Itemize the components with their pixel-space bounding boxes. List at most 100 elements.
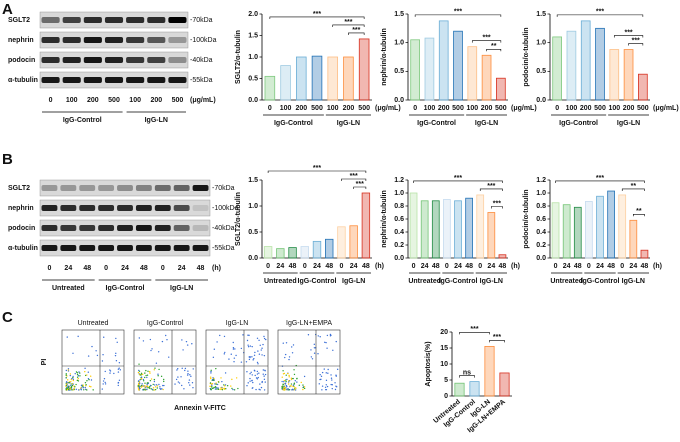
sig-label: *** — [350, 173, 358, 180]
flow-dot — [65, 369, 68, 372]
group-label: IgG-Control — [417, 120, 456, 127]
flow-dot — [150, 388, 152, 390]
flow-dot — [247, 344, 249, 346]
flow-dot — [72, 378, 75, 381]
flow-dot — [211, 378, 214, 381]
blot-band — [147, 57, 166, 63]
lane-label: 24 — [178, 265, 186, 272]
flow-dot — [65, 389, 68, 391]
flow-dot — [217, 387, 219, 389]
blot-band — [41, 205, 58, 211]
flow-dot — [115, 337, 117, 340]
flow-dot — [292, 385, 294, 388]
flow-dot — [235, 377, 238, 379]
flow-dot — [115, 359, 118, 362]
sig-bracket — [486, 48, 502, 52]
flow-dot — [263, 337, 266, 340]
bar — [562, 204, 571, 259]
flow-dot — [103, 378, 106, 380]
flow-dot — [209, 385, 211, 388]
flow-dot — [282, 383, 284, 385]
flow-dot — [95, 350, 97, 352]
x-tick-label: 0 — [555, 105, 559, 112]
flow-dot — [257, 376, 259, 379]
flow-dot — [224, 372, 227, 374]
x-tick-label: 200 — [343, 105, 355, 112]
flow-dot — [149, 379, 152, 382]
flow-dot — [319, 378, 321, 381]
sig-bracket — [341, 178, 367, 181]
sig-bracket — [628, 43, 644, 46]
flow-dot — [153, 369, 155, 371]
y-tick-label: 0.2 — [394, 242, 404, 249]
lane-label: 0 — [161, 265, 165, 272]
flow-dot — [260, 386, 263, 389]
flow-dot — [283, 381, 285, 383]
x-tick-label: 0 — [478, 263, 482, 270]
flow-dot — [70, 384, 72, 387]
flow-dot — [288, 389, 291, 391]
protein-label: α-tubulin — [8, 77, 38, 84]
flow-dot — [281, 386, 284, 388]
bar — [358, 38, 370, 101]
bar — [496, 77, 506, 101]
x-tick-label: 24 — [350, 263, 358, 270]
blot-band — [98, 225, 115, 231]
flow-dot — [138, 381, 141, 383]
protein-label: α-tubulin — [8, 245, 38, 252]
flow-dot — [140, 378, 142, 380]
sig-label: *** — [352, 27, 360, 34]
flow-dot — [185, 340, 188, 343]
blot-band — [62, 77, 81, 83]
x-tick-label: 24 — [596, 263, 604, 270]
flow-dot — [192, 368, 194, 370]
flow-dot — [292, 377, 294, 380]
blot-band — [98, 185, 115, 191]
flow-dot — [317, 353, 319, 355]
flow-dot — [83, 389, 85, 391]
flow-title: IgG-Control — [147, 320, 184, 327]
flow-dot — [253, 357, 255, 360]
sig-bracket — [489, 340, 505, 343]
x-tick-label: 100 — [280, 105, 292, 112]
sig-label: *** — [454, 175, 462, 182]
y-tick-label: 1.5 — [394, 11, 404, 18]
flow-dot — [251, 356, 253, 358]
flow-dot — [330, 383, 332, 386]
flow-dot — [288, 380, 290, 382]
y-tick-label: 0.4 — [536, 229, 546, 236]
flow-dot — [214, 388, 217, 390]
flow-dot — [262, 343, 264, 346]
flow-dot — [90, 379, 93, 381]
bar — [424, 37, 435, 101]
sig-label: *** — [596, 175, 604, 182]
flow-dot — [142, 380, 145, 382]
flow-dot — [215, 382, 217, 384]
flow-dot — [285, 342, 288, 344]
flow-dot — [149, 338, 152, 341]
flow-dot — [285, 380, 287, 383]
flow-dot — [247, 382, 249, 384]
lane-label: 200 — [150, 97, 162, 104]
sig-bracket — [269, 16, 365, 19]
x-unit: (μg/mL) — [375, 105, 401, 112]
flow-dot — [313, 343, 316, 346]
flow-dot — [246, 371, 248, 373]
flow-dot — [144, 385, 146, 387]
flow-dot — [154, 386, 157, 388]
flow-dot — [262, 373, 264, 375]
flow-dot — [87, 371, 90, 373]
bar — [361, 192, 371, 259]
sig-label: *** — [624, 29, 632, 36]
blot-band — [135, 205, 152, 211]
x-tick-label: 100 — [327, 105, 339, 112]
blot-band — [60, 225, 77, 231]
blot-band — [60, 185, 77, 191]
flow-dot — [75, 371, 78, 373]
blot-band — [168, 57, 187, 63]
flow-dot — [335, 375, 337, 377]
y-tick-label: 1.0 — [394, 190, 404, 197]
flow-dot — [256, 373, 259, 375]
blot-band — [168, 77, 187, 83]
flow-dot — [65, 373, 67, 375]
